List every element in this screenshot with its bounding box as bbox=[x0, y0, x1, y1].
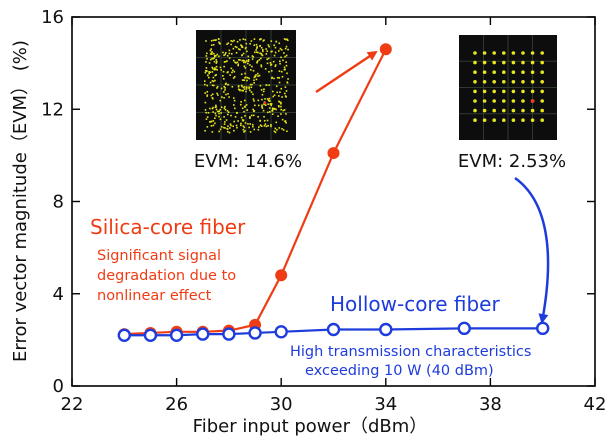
y-tick-label: 16 bbox=[41, 7, 64, 28]
x-tick-label: 34 bbox=[374, 394, 397, 415]
x-tick-label: 38 bbox=[479, 394, 502, 415]
y-axis-title: Error vector magnitude（EVM） (%) bbox=[10, 40, 31, 362]
silica-arrow bbox=[315, 50, 378, 94]
silica-desc-line-1: Significant signal bbox=[97, 248, 221, 264]
data-point bbox=[457, 321, 471, 336]
y-tick-label: 4 bbox=[53, 284, 64, 305]
data-point bbox=[248, 326, 262, 340]
x-axis-title: Fiber input power（dBm） bbox=[193, 416, 428, 437]
x-tick-label: 26 bbox=[165, 394, 188, 415]
data-point bbox=[327, 147, 340, 160]
y-tick-label: 8 bbox=[53, 192, 64, 213]
data-point bbox=[379, 322, 393, 337]
data-point bbox=[143, 328, 158, 342]
hollow-arrow bbox=[514, 176, 550, 324]
series-layer bbox=[117, 43, 550, 342]
y-tick-label: 0 bbox=[53, 376, 64, 397]
data-point bbox=[379, 43, 392, 56]
series-hollow bbox=[117, 321, 550, 342]
x-tick-label: 22 bbox=[61, 394, 84, 415]
data-point bbox=[536, 321, 550, 336]
data-point bbox=[222, 327, 236, 341]
silica-series-label: Silica-core fiber bbox=[90, 215, 246, 239]
data-point bbox=[196, 327, 210, 341]
data-point bbox=[169, 328, 184, 342]
x-tick-label: 30 bbox=[270, 394, 293, 415]
evm-hollow-label: EVM: 2.53% bbox=[458, 151, 566, 172]
y-tick-label: 12 bbox=[41, 99, 64, 120]
constellation-hollow bbox=[459, 35, 557, 140]
data-point bbox=[275, 269, 288, 282]
data-point bbox=[326, 322, 341, 337]
constellation-silica bbox=[196, 30, 296, 140]
hollow-desc-line-2: exceeding 10 W (40 dBm) bbox=[305, 363, 494, 379]
silica-desc-line-2: degradation due to bbox=[97, 268, 236, 284]
data-point bbox=[117, 328, 132, 342]
x-tick-label: 42 bbox=[584, 394, 606, 415]
data-point bbox=[274, 325, 288, 339]
hollow-desc-line-1: High transmission characteristics bbox=[290, 344, 531, 360]
evm-silica-label: EVM: 14.6% bbox=[194, 151, 302, 172]
axes: 22 26 30 34 38 42 0 4 8 12 16 bbox=[41, 7, 606, 415]
silica-desc-line-3: nonlinear effect bbox=[97, 288, 212, 304]
hollow-series-label: Hollow-core fiber bbox=[330, 292, 500, 316]
